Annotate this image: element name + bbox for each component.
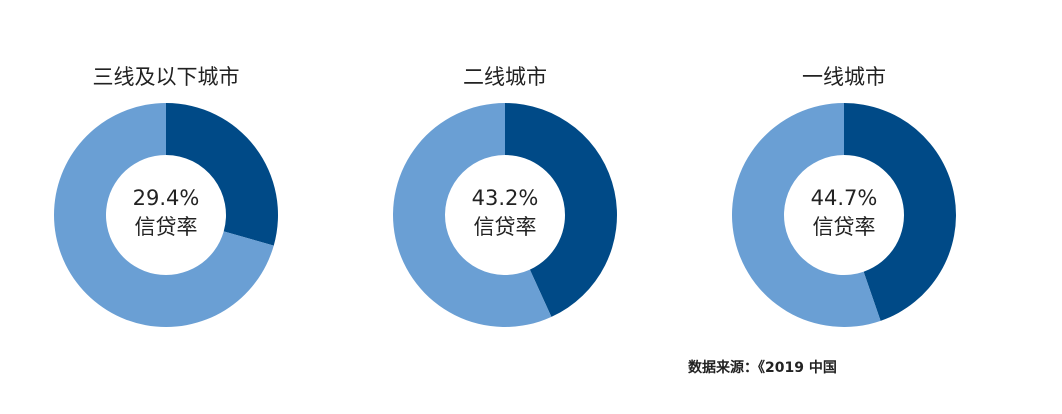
source-note: 数据来源：《2019 中国 bbox=[688, 359, 837, 376]
chart-title: 二线城市 bbox=[463, 65, 547, 89]
donut-segment bbox=[393, 103, 552, 328]
donut-segment bbox=[505, 103, 618, 317]
value-label: 29.4% bbox=[133, 186, 200, 210]
chart-title: 一线城市 bbox=[802, 65, 886, 89]
donut-segment bbox=[54, 103, 274, 327]
value-label: 43.2% bbox=[472, 186, 539, 210]
value-label: 44.7% bbox=[811, 186, 878, 210]
center-label: 信贷率 bbox=[135, 215, 198, 239]
donut-segment bbox=[844, 102, 957, 321]
donut-segment bbox=[732, 103, 881, 327]
center-label: 信贷率 bbox=[813, 215, 876, 239]
donut-segment bbox=[166, 103, 278, 246]
center-label: 信贷率 bbox=[474, 215, 537, 239]
chart-title: 三线及以下城市 bbox=[93, 65, 240, 89]
